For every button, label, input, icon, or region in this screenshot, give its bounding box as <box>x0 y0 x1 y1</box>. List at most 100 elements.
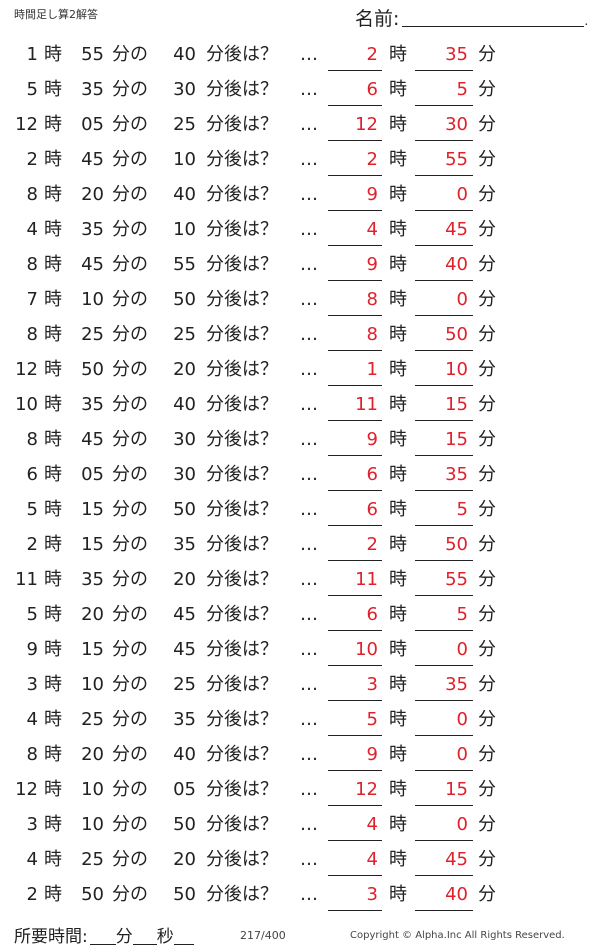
ellipsis: … <box>300 79 318 100</box>
answer-hour: 9 <box>366 744 378 765</box>
answer-minute-label: 分 <box>478 674 496 695</box>
answer-hour-label: 時 <box>389 464 407 485</box>
answer-minute-label: 分 <box>478 149 496 170</box>
answer-minute: 50 <box>445 534 468 555</box>
problem-row: 9 時 15 分の 45 分後は？… 10 時 0 分 <box>0 633 600 668</box>
added-minutes: 10 <box>173 219 196 240</box>
minute-of-label: 分の <box>112 534 148 555</box>
hour-label: 時 <box>44 884 62 905</box>
added-minutes: 50 <box>173 499 196 520</box>
minute-of-label: 分の <box>112 254 148 275</box>
hour-label: 時 <box>44 604 62 625</box>
answer-hour-underline <box>328 910 382 911</box>
ellipsis: … <box>300 464 318 485</box>
start-minute: 25 <box>81 324 104 345</box>
start-hour: 7 <box>26 289 38 310</box>
name-field: 名前:. <box>355 4 588 31</box>
answer-hour-label: 時 <box>389 184 407 205</box>
answer-hour: 9 <box>366 254 378 275</box>
start-hour: 12 <box>15 114 38 135</box>
problem-row: 8 時 45 分の 55 分後は？… 9 時 40 分 <box>0 248 600 283</box>
page-number: 217/400 <box>240 929 286 942</box>
time-required-label: 所要時間: <box>14 927 88 947</box>
answer-minute-underline <box>415 210 473 211</box>
hour-label: 時 <box>44 219 62 240</box>
answer-minute-label: 分 <box>478 849 496 870</box>
problem-row: 8 時 20 分の 40 分後は？… 9 時 0 分 <box>0 738 600 773</box>
hour-label: 時 <box>44 289 62 310</box>
minute-of-label: 分の <box>112 324 148 345</box>
answer-hour-label: 時 <box>389 499 407 520</box>
answer-hour-label: 時 <box>389 324 407 345</box>
problem-row: 2 時 15 分の 35 分後は？… 2 時 50 分 <box>0 528 600 563</box>
hour-label: 時 <box>44 779 62 800</box>
answer-minute: 35 <box>445 464 468 485</box>
answer-minute: 10 <box>445 359 468 380</box>
start-hour: 6 <box>26 464 38 485</box>
answer-minute-label: 分 <box>478 569 496 590</box>
hour-label: 時 <box>44 79 62 100</box>
minute-unit: 分 <box>115 927 133 947</box>
ellipsis: … <box>300 499 318 520</box>
answer-minute-underline <box>415 805 473 806</box>
added-minutes: 50 <box>173 884 196 905</box>
start-minute: 50 <box>81 359 104 380</box>
added-minutes: 25 <box>173 324 196 345</box>
answer-minute-underline <box>415 735 473 736</box>
added-minutes: 30 <box>173 79 196 100</box>
answer-hour: 2 <box>366 149 378 170</box>
answer-minute-label: 分 <box>478 814 496 835</box>
answer-minute: 0 <box>456 184 468 205</box>
minute-of-label: 分の <box>112 814 148 835</box>
answer-minute-label: 分 <box>478 219 496 240</box>
start-hour: 9 <box>26 639 38 660</box>
added-minutes: 40 <box>173 44 196 65</box>
added-minutes: 25 <box>173 674 196 695</box>
answer-minute-underline <box>415 350 473 351</box>
minute-of-label: 分の <box>112 464 148 485</box>
answer-hour-underline <box>328 735 382 736</box>
answer-minute-label: 分 <box>478 429 496 450</box>
minute-of-label: 分の <box>112 184 148 205</box>
answer-minute: 0 <box>456 709 468 730</box>
answer-minute-underline <box>415 455 473 456</box>
start-hour: 5 <box>26 79 38 100</box>
ellipsis: … <box>300 569 318 590</box>
start-minute: 25 <box>81 849 104 870</box>
answer-minute-underline <box>415 840 473 841</box>
problem-row: 5 時 15 分の 50 分後は？… 6 時 5 分 <box>0 493 600 528</box>
answer-minute-underline <box>415 665 473 666</box>
start-hour: 3 <box>26 814 38 835</box>
ellipsis: … <box>300 359 318 380</box>
answer-hour: 11 <box>355 394 378 415</box>
start-hour: 4 <box>26 709 38 730</box>
answer-hour-underline <box>328 770 382 771</box>
answer-hour: 5 <box>366 709 378 730</box>
answer-hour-label: 時 <box>389 779 407 800</box>
minute-of-label: 分の <box>112 219 148 240</box>
minutes-later-label: 分後は？ <box>206 44 278 65</box>
hour-label: 時 <box>44 324 62 345</box>
answer-hour-underline <box>328 665 382 666</box>
worksheet-title: 時間足し算2解答 <box>14 8 98 21</box>
start-hour: 2 <box>26 534 38 555</box>
answer-hour-underline <box>328 350 382 351</box>
answer-hour: 4 <box>366 814 378 835</box>
answer-hour-label: 時 <box>389 114 407 135</box>
added-minutes: 10 <box>173 149 196 170</box>
minute-of-label: 分の <box>112 289 148 310</box>
minutes-later-label: 分後は？ <box>206 849 278 870</box>
start-hour: 12 <box>15 779 38 800</box>
ellipsis: … <box>300 779 318 800</box>
answer-minute-underline <box>415 420 473 421</box>
start-hour: 5 <box>26 499 38 520</box>
added-minutes: 50 <box>173 814 196 835</box>
start-minute: 10 <box>81 779 104 800</box>
answer-minute-underline <box>415 630 473 631</box>
problem-row: 3 時 10 分の 25 分後は？… 3 時 35 分 <box>0 668 600 703</box>
answer-minute: 35 <box>445 44 468 65</box>
answer-hour: 3 <box>366 674 378 695</box>
problem-row: 2 時 45 分の 10 分後は？… 2 時 55 分 <box>0 143 600 178</box>
start-hour: 8 <box>26 254 38 275</box>
problem-row: 6 時 05 分の 30 分後は？… 6 時 35 分 <box>0 458 600 493</box>
